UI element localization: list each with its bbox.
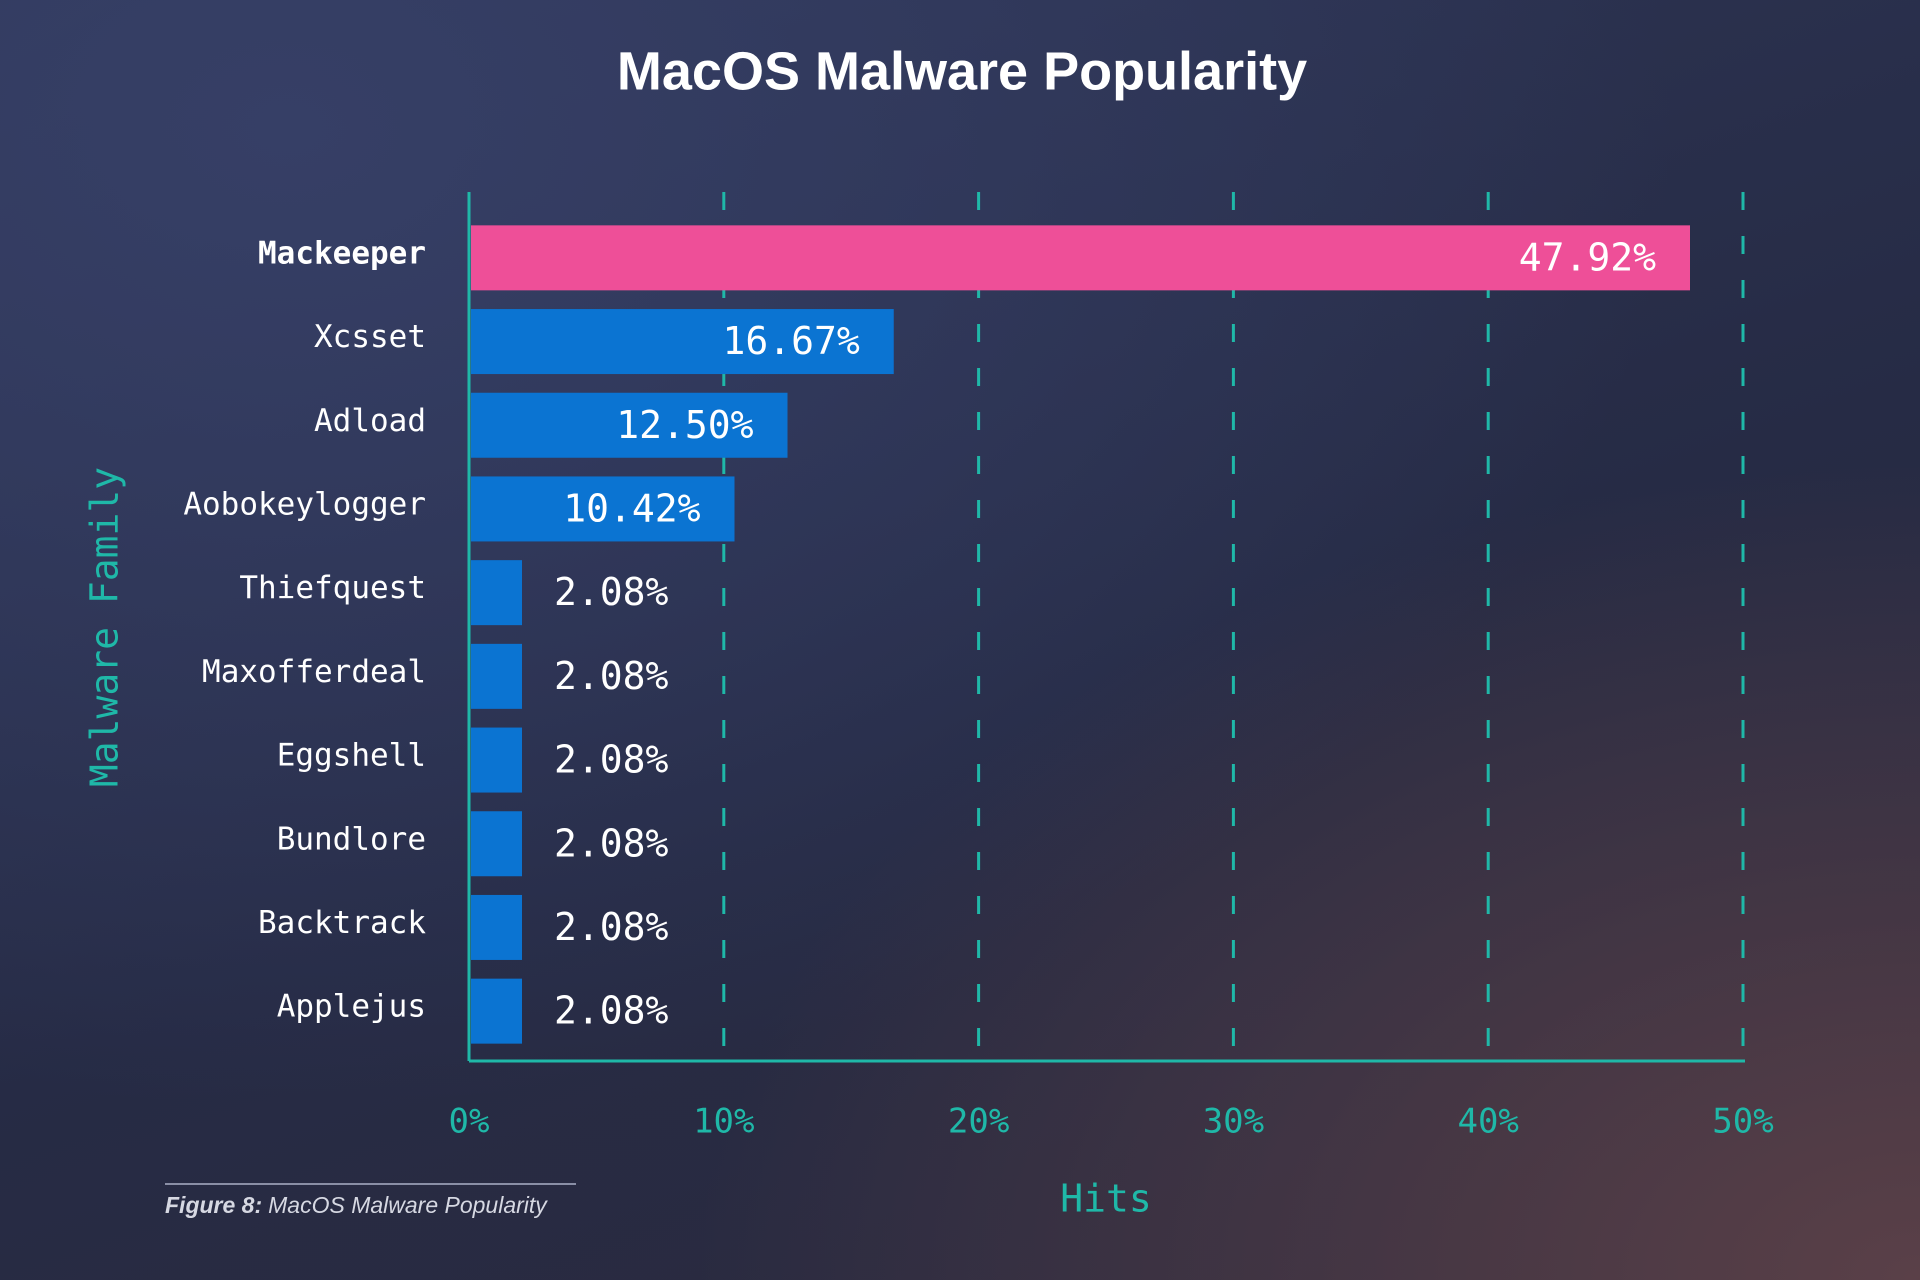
bar	[471, 392, 788, 458]
x-tick-label: 30%	[1203, 1102, 1264, 1142]
caption-label: Figure 8:	[165, 1192, 262, 1218]
value-label: 12.50%	[616, 403, 753, 447]
value-label: 10.42%	[563, 486, 700, 530]
bar	[471, 560, 522, 626]
value-label: 2.08%	[554, 654, 669, 698]
bar	[471, 727, 522, 793]
value-label: 2.08%	[554, 905, 669, 949]
bar	[471, 309, 894, 375]
value-label: 2.08%	[554, 570, 669, 614]
x-axis-label: Hits	[1060, 1177, 1152, 1221]
bar	[471, 811, 522, 877]
y-tick-label: Adload	[314, 403, 426, 439]
value-label: 16.67%	[722, 319, 859, 363]
bar	[471, 476, 735, 542]
y-tick-label: Thiefquest	[239, 570, 426, 606]
caption: Figure 8: MacOS Malware Popularity	[165, 1192, 548, 1218]
y-tick-label: Mackeeper	[258, 235, 426, 271]
y-tick-label: Xcsset	[314, 319, 426, 355]
y-tick-label: Aobokeylogger	[183, 486, 426, 522]
x-tick-label: 20%	[948, 1102, 1009, 1142]
x-tick-label: 50%	[1712, 1102, 1773, 1142]
value-label: 2.08%	[554, 821, 669, 865]
x-tick-label: 40%	[1457, 1102, 1518, 1142]
x-tick-label: 0%	[449, 1102, 490, 1142]
caption-text: MacOS Malware Popularity	[268, 1192, 548, 1218]
value-label: 2.08%	[554, 989, 669, 1033]
bar	[471, 978, 522, 1044]
value-label: 47.92%	[1519, 235, 1656, 279]
y-tick-label: Bundlore	[277, 821, 426, 857]
bar	[471, 643, 522, 709]
x-tick-label: 10%	[693, 1102, 754, 1142]
chart-title: MacOS Malware Popularity	[617, 41, 1307, 101]
bar	[471, 894, 522, 960]
y-axis-label: Malware Family	[83, 467, 127, 787]
value-label: 2.08%	[554, 738, 669, 782]
y-tick-label: Eggshell	[277, 738, 426, 774]
bar	[471, 225, 1691, 291]
y-tick-label: Maxofferdeal	[202, 654, 426, 690]
y-tick-label: Backtrack	[258, 905, 426, 941]
y-tick-label: Applejus	[277, 989, 426, 1025]
